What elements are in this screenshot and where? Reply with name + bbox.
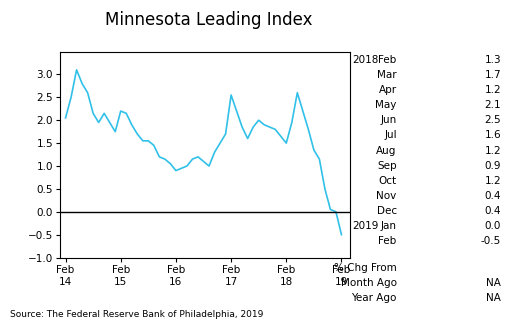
Text: Nov: Nov [376, 191, 397, 201]
Text: Dec: Dec [376, 206, 397, 216]
Text: Oct: Oct [378, 176, 397, 186]
Text: 1.6: 1.6 [484, 130, 501, 140]
Text: Jun: Jun [381, 115, 397, 125]
Text: 0.9: 0.9 [484, 161, 501, 171]
Text: 1.2: 1.2 [484, 85, 501, 95]
Text: Mar: Mar [377, 70, 397, 80]
Text: 2019: 2019 [352, 221, 379, 231]
Text: NA: NA [487, 293, 501, 303]
Text: Month Ago: Month Ago [341, 278, 397, 288]
Text: Jul: Jul [384, 130, 397, 140]
Text: 1.7: 1.7 [484, 70, 501, 80]
Text: 1.2: 1.2 [484, 146, 501, 156]
Text: 1.2: 1.2 [484, 176, 501, 186]
Text: Apr: Apr [378, 85, 397, 95]
Text: 1.3: 1.3 [484, 55, 501, 65]
Text: 2018: 2018 [352, 55, 379, 65]
Text: Feb: Feb [378, 236, 397, 246]
Text: 2.5: 2.5 [484, 115, 501, 125]
Text: NA: NA [487, 278, 501, 288]
Text: -0.5: -0.5 [481, 236, 501, 246]
Text: 0.4: 0.4 [484, 206, 501, 216]
Text: 0.0: 0.0 [485, 221, 501, 231]
Text: Aug: Aug [376, 146, 397, 156]
Text: % Chg From: % Chg From [334, 263, 397, 273]
Text: Jan: Jan [381, 221, 397, 231]
Text: Minnesota Leading Index: Minnesota Leading Index [105, 11, 313, 29]
Text: Year Ago: Year Ago [351, 293, 397, 303]
Text: Source: The Federal Reserve Bank of Philadelphia, 2019: Source: The Federal Reserve Bank of Phil… [10, 310, 264, 319]
Text: 0.4: 0.4 [484, 191, 501, 201]
Text: Sep: Sep [377, 161, 397, 171]
Text: May: May [375, 100, 397, 110]
Text: Feb: Feb [378, 55, 397, 65]
Text: 2.1: 2.1 [484, 100, 501, 110]
